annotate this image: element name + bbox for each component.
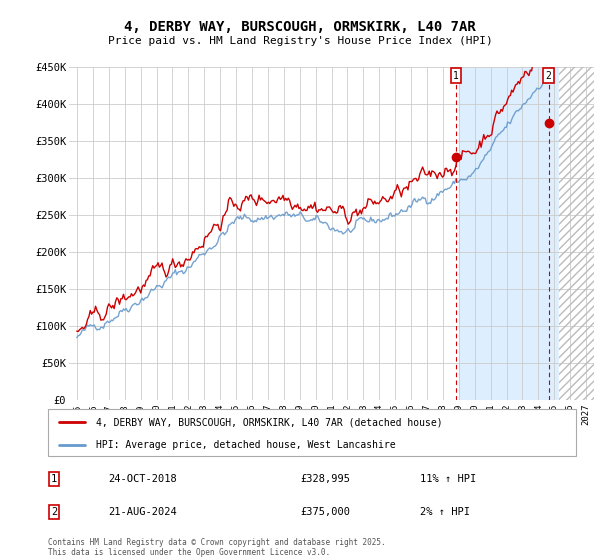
Text: 1: 1 [453,71,459,81]
Text: 21-AUG-2024: 21-AUG-2024 [108,507,177,517]
Bar [459,67,559,400]
Text: £375,000: £375,000 [300,507,350,517]
Text: 2% ↑ HPI: 2% ↑ HPI [420,507,470,517]
Text: 24-OCT-2018: 24-OCT-2018 [108,474,177,484]
Text: Price paid vs. HM Land Registry's House Price Index (HPI): Price paid vs. HM Land Registry's House … [107,36,493,46]
Text: 2: 2 [51,507,57,517]
Bar [559,67,594,400]
Text: 1: 1 [51,474,57,484]
Text: HPI: Average price, detached house, West Lancashire: HPI: Average price, detached house, West… [95,440,395,450]
Text: Contains HM Land Registry data © Crown copyright and database right 2025.
This d: Contains HM Land Registry data © Crown c… [48,538,386,557]
Text: 4, DERBY WAY, BURSCOUGH, ORMSKIRK, L40 7AR: 4, DERBY WAY, BURSCOUGH, ORMSKIRK, L40 7… [124,20,476,34]
Bar [559,67,594,400]
Text: 4, DERBY WAY, BURSCOUGH, ORMSKIRK, L40 7AR (detached house): 4, DERBY WAY, BURSCOUGH, ORMSKIRK, L40 7… [95,417,442,427]
Text: £328,995: £328,995 [300,474,350,484]
Text: 2: 2 [545,71,551,81]
FancyBboxPatch shape [48,409,576,456]
Text: 11% ↑ HPI: 11% ↑ HPI [420,474,476,484]
